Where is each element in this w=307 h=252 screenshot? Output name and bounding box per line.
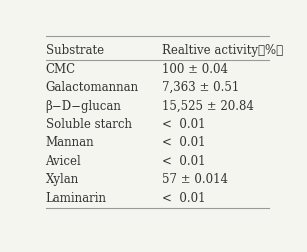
Text: β−D−glucan: β−D−glucan [45, 100, 121, 112]
Text: Laminarin: Laminarin [45, 192, 107, 205]
Text: 15,525 ± 20.84: 15,525 ± 20.84 [162, 100, 254, 112]
Text: 100 ± 0.04: 100 ± 0.04 [162, 63, 228, 76]
Text: CMC: CMC [45, 63, 76, 76]
Text: Avicel: Avicel [45, 155, 81, 168]
Text: <  0.01: < 0.01 [162, 155, 206, 168]
Text: Galactomannan: Galactomannan [45, 81, 139, 94]
Text: Mannan: Mannan [45, 136, 94, 149]
Text: Substrate: Substrate [45, 44, 104, 57]
Text: 57 ± 0.014: 57 ± 0.014 [162, 173, 228, 186]
Text: Soluble starch: Soluble starch [45, 118, 131, 131]
Text: <  0.01: < 0.01 [162, 118, 206, 131]
Text: 7,363 ± 0.51: 7,363 ± 0.51 [162, 81, 239, 94]
Text: Xylan: Xylan [45, 173, 79, 186]
Text: <  0.01: < 0.01 [162, 136, 206, 149]
Text: <  0.01: < 0.01 [162, 192, 206, 205]
Text: Realtive activity（%）: Realtive activity（%） [162, 44, 283, 57]
